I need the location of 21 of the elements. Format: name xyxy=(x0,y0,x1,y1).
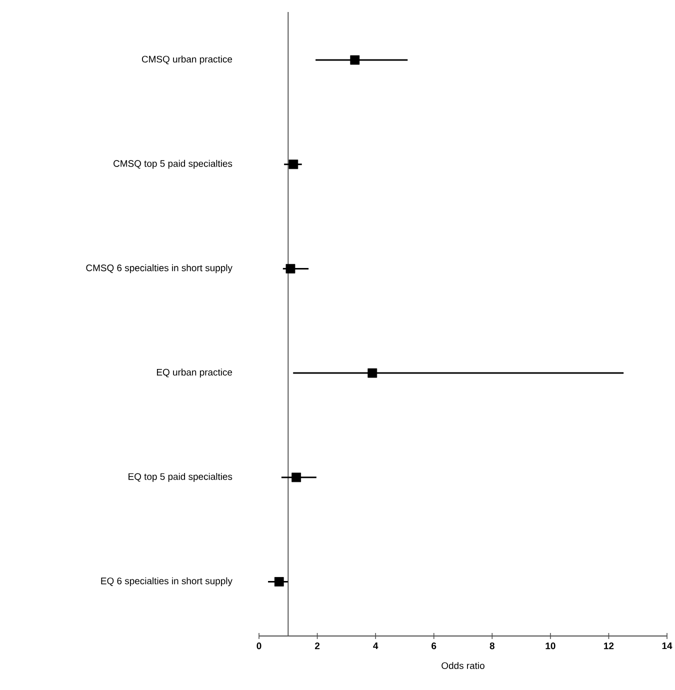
point xyxy=(368,368,378,378)
x-tick-label: 0 xyxy=(256,642,262,650)
x-tick-label: 6 xyxy=(432,642,436,650)
x-tick-label: 14 xyxy=(662,642,672,650)
point xyxy=(350,55,360,65)
y-tick-label: EQ top 5 paid specialties xyxy=(128,472,232,482)
point xyxy=(292,472,302,482)
x-tick-label: 4 xyxy=(373,642,378,650)
y-tick-label: CMSQ top 5 paid specialties xyxy=(114,160,232,169)
y-tick-label: CMSQ urban practice xyxy=(142,56,232,64)
x-tick-label: 10 xyxy=(546,642,556,650)
point xyxy=(286,264,296,274)
x-tick-label: 2 xyxy=(314,642,320,650)
x-tick-label: 12 xyxy=(604,642,614,650)
y-tick-label: EQ urban practice xyxy=(156,368,232,378)
y-tick-label: CMSQ 6 specialties in short supply xyxy=(86,264,232,274)
point xyxy=(288,160,298,170)
x-tick-label: 8 xyxy=(490,642,494,650)
y-tick-label: EQ 6 specialties in short supply xyxy=(101,577,232,586)
x-axis-title: Odds ratio xyxy=(442,662,484,670)
point xyxy=(274,577,284,586)
